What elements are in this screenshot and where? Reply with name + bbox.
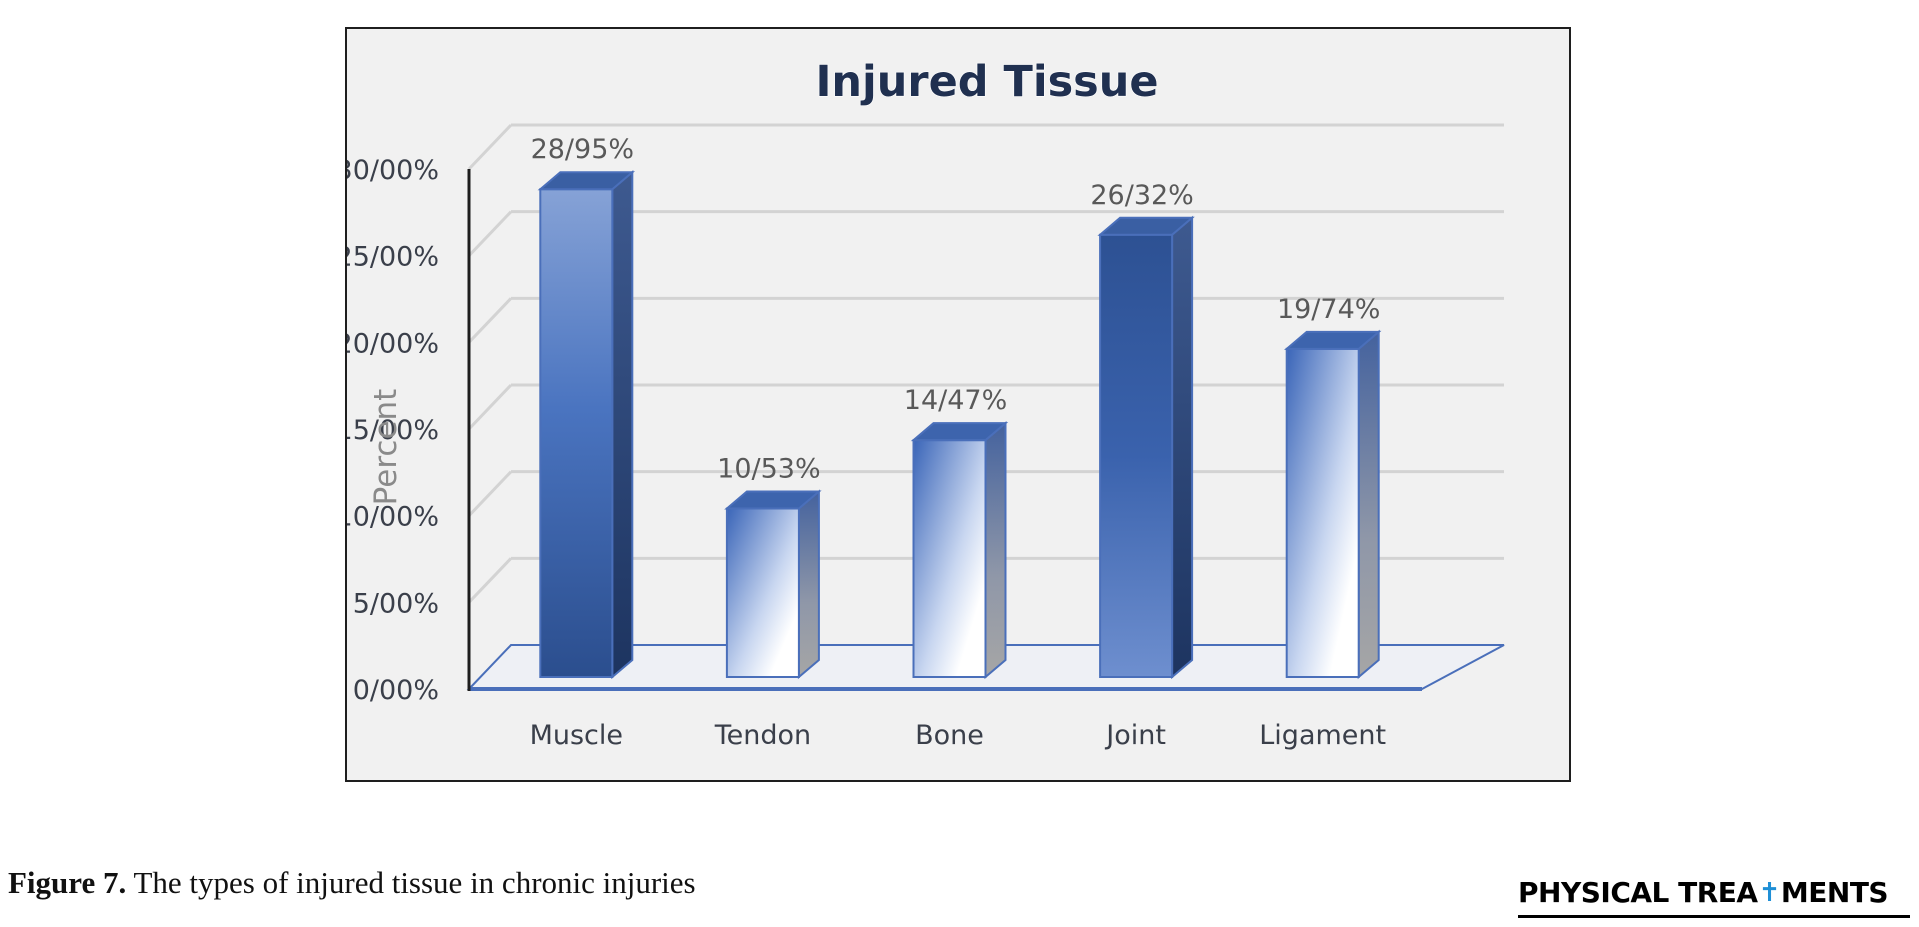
bar-top <box>1283 330 1382 350</box>
chart-frame: 0/00% 5/00% 10/00% 15/00% 20/00% 25/00% 30/00%… <box>345 27 1571 782</box>
grid-line-diagonal <box>467 557 513 604</box>
chart-title: Injured Tissue <box>815 57 1158 107</box>
data-label: 14/47% <box>904 385 1007 416</box>
bar-top <box>910 422 1009 442</box>
labels-group: 28/95% Muscle 10/53% Tendon 14/47% Bone 26/32%… <box>530 134 1387 751</box>
data-label: 26/32% <box>1090 180 1193 211</box>
bar <box>1099 233 1174 679</box>
y-tick-label: 20/00% <box>347 328 439 359</box>
bar-top <box>1097 216 1195 236</box>
y-tick-label: 10/00% <box>347 502 439 533</box>
bar-side <box>984 421 1007 680</box>
figure-caption: Figure 7. The types of injured tissue in… <box>8 865 696 901</box>
y-tick-label: 30/00% <box>347 155 439 186</box>
y-tick-label: 0/00% <box>353 675 439 706</box>
bar-side <box>797 489 820 680</box>
grid-line-diagonal <box>467 470 513 517</box>
caption-text: The types of injured tissue in chronic i… <box>126 865 696 900</box>
y-tick-label: 15/00% <box>347 415 439 446</box>
y-tick-label: 25/00% <box>347 242 439 273</box>
bar-side <box>611 170 634 680</box>
data-label: 19/74% <box>1277 294 1380 325</box>
bar-top <box>724 490 822 510</box>
bar <box>1285 347 1360 678</box>
y-tick-label: 5/00% <box>353 588 439 619</box>
data-label: 10/53% <box>717 453 820 484</box>
x-tick-label: Ligament <box>1259 720 1386 751</box>
grid-line-diagonal <box>467 297 513 344</box>
bar <box>539 188 614 678</box>
bar-chart: 0/00% 5/00% 10/00% 15/00% 20/00% 25/00% 30/00%… <box>347 56 1505 751</box>
data-label: 28/95% <box>531 134 634 165</box>
person-icon: ✝ <box>1758 877 1781 908</box>
bar-top <box>537 171 636 191</box>
y-axis-label: Percent <box>368 389 404 506</box>
bars-group <box>537 170 1382 680</box>
x-tick-label: Tendon <box>714 720 811 751</box>
bar <box>912 439 987 679</box>
x-tick-label: Bone <box>915 720 984 751</box>
bar <box>725 507 800 679</box>
figure-number: Figure 7. <box>8 865 127 900</box>
x-tick-label: Joint <box>1104 720 1166 751</box>
bar-side <box>1171 215 1194 680</box>
brand-logo: PHYSICAL TREA ✝ MENTS <box>1518 876 1910 918</box>
x-tick-label: Muscle <box>530 720 623 751</box>
grid-line-diagonal <box>467 383 513 431</box>
y-axis: 0/00% 5/00% 10/00% 15/00% 20/00% 25/00% 30/00% <box>347 155 471 706</box>
grid-line-diagonal <box>467 210 513 257</box>
brand-text-left: PHYSICAL TREA <box>1518 876 1758 909</box>
brand-underline <box>1518 915 1910 918</box>
bar-side <box>1357 329 1380 680</box>
brand-text-right: MENTS <box>1780 876 1889 909</box>
grid-line-diagonal <box>467 123 513 171</box>
